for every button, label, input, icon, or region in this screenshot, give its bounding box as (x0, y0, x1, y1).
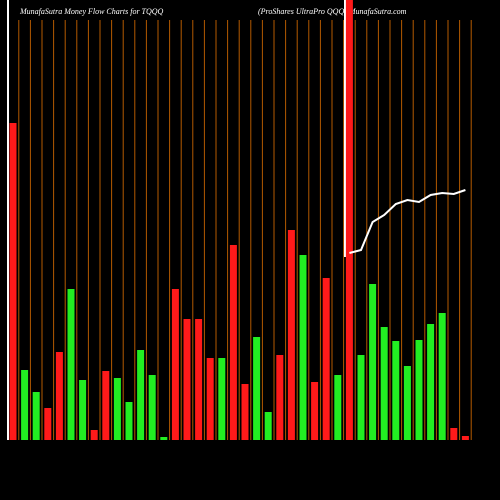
bar (276, 355, 284, 440)
bar (264, 412, 272, 440)
bar (218, 358, 226, 440)
bar (21, 370, 29, 440)
bar (229, 245, 237, 440)
bar (311, 382, 319, 440)
bar (369, 284, 377, 440)
bar (9, 123, 17, 440)
bar (137, 350, 145, 440)
bar (380, 327, 388, 440)
bar (415, 340, 423, 440)
bar (253, 337, 261, 440)
bar (125, 402, 133, 440)
bar (160, 437, 168, 440)
bar (32, 392, 40, 440)
bar (241, 384, 249, 440)
bar (55, 352, 63, 440)
bar (438, 313, 446, 440)
price-line (349, 189, 466, 254)
bar (90, 430, 98, 440)
bar (195, 319, 203, 440)
bar (183, 319, 191, 440)
bar (450, 428, 458, 440)
bar (334, 375, 342, 440)
bar (206, 358, 214, 440)
bar (427, 324, 435, 440)
bar (113, 378, 121, 440)
chart-title: MunafaSutra Money Flow Charts for TQQQ (19, 7, 164, 16)
bar (357, 355, 365, 440)
bar (287, 230, 295, 440)
bar (461, 436, 469, 440)
bar (403, 366, 411, 440)
bar (44, 408, 52, 440)
chart-subtitle: (ProShares UltraPro QQQ) MunafaSutra.com (258, 7, 407, 16)
bar (345, 0, 353, 440)
bar (79, 380, 87, 440)
bar (67, 289, 75, 440)
bar (148, 375, 156, 440)
bar (322, 278, 330, 440)
bar (171, 289, 179, 440)
bar (102, 371, 110, 440)
bar (392, 341, 400, 440)
bar (299, 255, 307, 440)
